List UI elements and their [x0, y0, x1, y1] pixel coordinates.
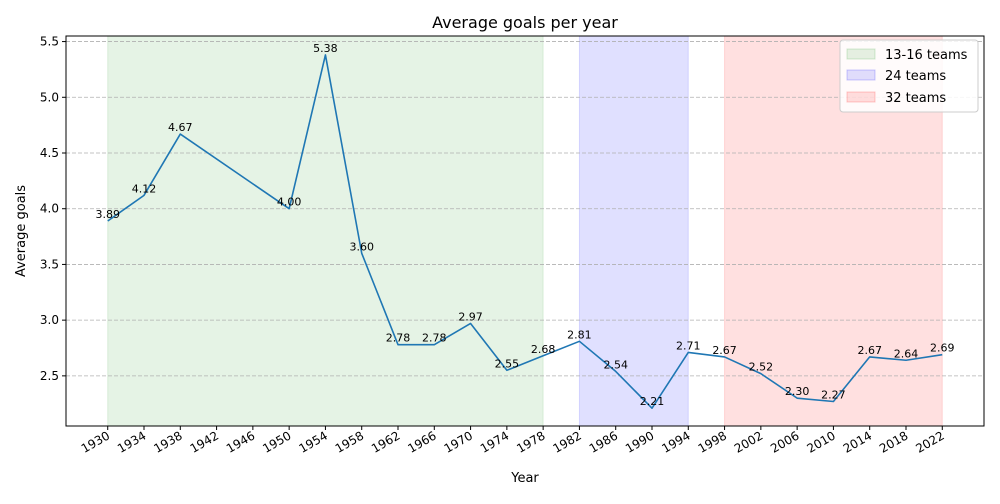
y-tick-label: 4.5 — [40, 146, 59, 160]
data-label: 2.78 — [422, 332, 447, 345]
legend: 13-16 teams 24 teams 32 teams — [839, 39, 979, 113]
data-label: 2.27 — [821, 388, 846, 401]
data-label: 2.97 — [458, 310, 483, 323]
legend-label-32-teams: 32 teams — [885, 91, 946, 106]
data-label: 2.68 — [531, 343, 556, 356]
data-label: 2.69 — [930, 342, 955, 355]
y-tick-label: 5.0 — [40, 90, 59, 104]
legend-box — [839, 39, 979, 113]
y-tick-label: 3.5 — [40, 257, 59, 271]
data-label: 4.00 — [277, 196, 302, 209]
data-label: 2.30 — [785, 385, 810, 398]
y-tick-label: 5.5 — [40, 35, 59, 49]
legend-swatch-32-teams — [846, 91, 876, 103]
y-axis-label: Average goals — [14, 185, 29, 277]
shaded-regions — [107, 35, 943, 427]
data-label: 2.81 — [567, 328, 592, 341]
data-label: 2.54 — [603, 358, 628, 371]
data-label: 5.38 — [313, 42, 338, 55]
data-label: 4.67 — [168, 121, 193, 134]
legend-label-24-teams: 24 teams — [885, 69, 946, 84]
shaded-region-13-16-teams — [107, 35, 544, 427]
plot-frame — [65, 35, 985, 427]
legend-swatch-13-16-teams — [846, 48, 876, 60]
data-label: 2.71 — [676, 339, 701, 352]
data-label: 2.78 — [386, 332, 411, 345]
legend-swatch-24-teams — [846, 69, 876, 81]
series-group — [107, 54, 943, 409]
y-axis-ticks: 2.5 3.0 3.5 4.0 4.5 5.0 5.5 — [40, 35, 66, 383]
legend-label-13-16-teams: 13-16 teams — [885, 48, 968, 63]
data-label: 2.52 — [749, 361, 774, 374]
data-label: 2.21 — [640, 395, 665, 408]
series-line — [107, 54, 943, 409]
y-tick-label: 2.5 — [40, 369, 59, 383]
y-tick-label: 4.0 — [40, 202, 59, 216]
data-label: 4.12 — [132, 182, 157, 195]
data-label: 3.89 — [95, 208, 120, 221]
data-label: 2.64 — [894, 347, 919, 360]
data-label: 3.60 — [349, 240, 374, 253]
y-tick-label: 3.0 — [40, 313, 59, 327]
data-label: 2.67 — [712, 344, 737, 357]
data-label: 2.67 — [857, 344, 882, 357]
chart-title: Average goals per year — [432, 13, 618, 32]
data-label: 2.55 — [495, 357, 520, 370]
shaded-region-24-teams — [578, 35, 689, 427]
gridlines — [66, 41, 984, 377]
data-labels: 3.89 4.12 4.67 4.00 5.38 3.60 2.78 2.78 2.97 2.55… — [95, 42, 954, 408]
x-axis-label: Year — [510, 471, 539, 486]
